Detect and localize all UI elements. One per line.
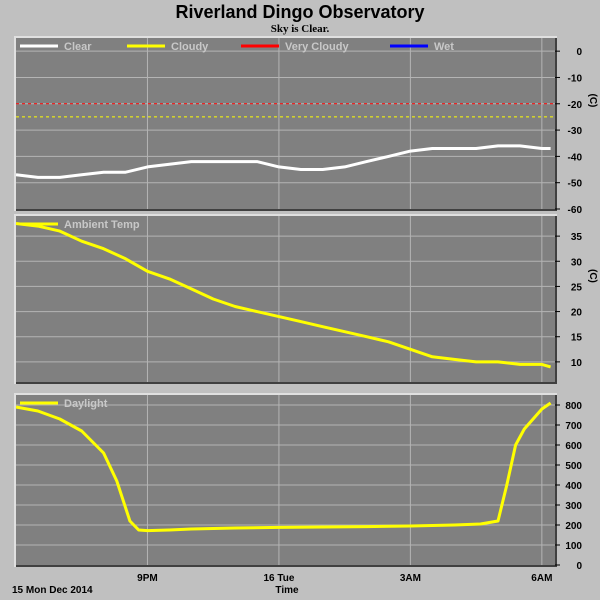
legend-item: Very Cloudy bbox=[285, 41, 349, 53]
y-axis-label: (C) bbox=[587, 269, 598, 283]
legend: Daylight bbox=[20, 398, 108, 410]
chart-title: Riverland Dingo Observatory bbox=[175, 2, 424, 22]
panel-sky: 0 -10 -20 -30 -40 -50 -60 (C) Clear Cloudy Very Cl… bbox=[14, 36, 598, 216]
legend-item: Daylight bbox=[64, 398, 108, 410]
panel-ambient: 35 30 25 20 15 10 (C) Ambient Temp bbox=[14, 214, 598, 384]
legend-item: Cloudy bbox=[171, 41, 209, 53]
y-tick-label: 800 bbox=[565, 401, 582, 412]
plot-area bbox=[16, 216, 555, 382]
y-tick-label: -10 bbox=[568, 73, 583, 84]
panels: 0 -10 -20 -30 -40 -50 -60 (C) Clear Cloudy Very Cl… bbox=[14, 36, 598, 572]
x-axis-ticks: 9PM 16 Tue 3AM 6AM bbox=[137, 573, 552, 584]
y-tick-label: 10 bbox=[571, 358, 583, 369]
y-tick-label: -30 bbox=[568, 126, 583, 137]
y-tick-label: 700 bbox=[565, 421, 582, 432]
series-line-clear bbox=[15, 144, 551, 179]
y-tick-label: -60 bbox=[568, 205, 583, 216]
y-tick-label: 200 bbox=[565, 521, 582, 532]
y-tick-label: 0 bbox=[576, 561, 582, 572]
plot-area bbox=[16, 395, 555, 565]
chart-subtitle: Sky is Clear. bbox=[271, 23, 330, 35]
legend-item: Wet bbox=[434, 41, 454, 53]
y-tick-label: 600 bbox=[565, 441, 582, 452]
y-tick-label: 20 bbox=[571, 308, 583, 319]
x-tick-label: 16 Tue bbox=[263, 573, 294, 584]
y-tick-label: 100 bbox=[565, 541, 582, 552]
plot-area bbox=[16, 38, 555, 209]
x-tick-label: 3AM bbox=[400, 573, 421, 584]
y-tick-label: -20 bbox=[568, 100, 583, 111]
y-tick-label: -40 bbox=[568, 152, 583, 163]
legend-item: Ambient Temp bbox=[64, 219, 140, 231]
y-tick-label: 300 bbox=[565, 501, 582, 512]
y-tick-label: 400 bbox=[565, 481, 582, 492]
x-tick-label: 9PM bbox=[137, 573, 158, 584]
legend: Ambient Temp bbox=[20, 219, 140, 231]
y-axis-label: (C) bbox=[587, 94, 598, 108]
x-tick-label: 6AM bbox=[531, 573, 552, 584]
series-line-ambient-temp bbox=[15, 222, 552, 369]
panel-daylight: 800 700 600 500 400 300 200 100 0 Daylight bbox=[14, 393, 582, 572]
date-label: 15 Mon Dec 2014 bbox=[12, 585, 93, 596]
series-line-daylight bbox=[15, 401, 552, 533]
y-tick-label: 35 bbox=[571, 232, 583, 243]
x-axis-label: Time bbox=[275, 585, 299, 596]
legend: Clear Cloudy Very Cloudy Wet bbox=[20, 41, 454, 53]
y-tick-label: 0 bbox=[576, 47, 582, 58]
y-tick-label: 15 bbox=[571, 333, 583, 344]
y-tick-label: -50 bbox=[568, 179, 583, 190]
y-tick-label: 30 bbox=[571, 257, 583, 268]
y-tick-label: 500 bbox=[565, 461, 582, 472]
legend-item: Clear bbox=[64, 41, 92, 53]
y-tick-label: 25 bbox=[571, 282, 583, 293]
